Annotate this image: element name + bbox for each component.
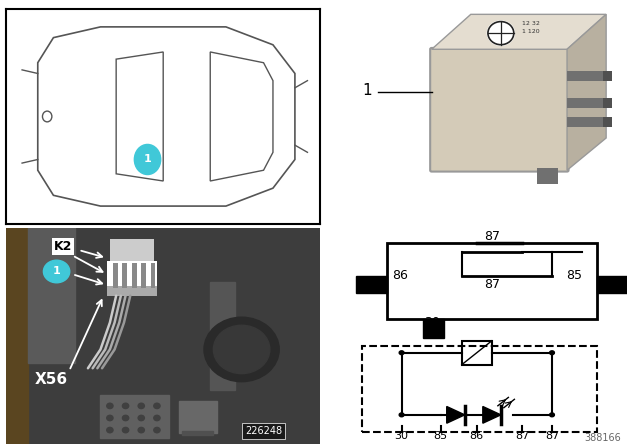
Text: 30: 30 [424, 316, 440, 329]
Bar [107, 261, 157, 288]
Polygon shape [483, 406, 501, 423]
Text: K2: K2 [54, 240, 72, 253]
Circle shape [487, 21, 515, 45]
Polygon shape [567, 14, 606, 170]
Circle shape [204, 317, 279, 382]
Bar [537, 168, 558, 184]
Bar [422, 319, 444, 338]
Text: 226248: 226248 [245, 426, 282, 436]
Bar [462, 341, 492, 365]
Circle shape [138, 403, 145, 409]
Circle shape [399, 351, 404, 355]
Text: 87: 87 [484, 230, 500, 243]
Circle shape [134, 144, 161, 175]
Bar [603, 98, 612, 108]
Bar [150, 263, 156, 288]
Circle shape [550, 413, 554, 417]
Bar [567, 117, 612, 127]
Bar [28, 228, 76, 363]
Bar [100, 395, 170, 438]
Text: 1 120: 1 120 [522, 29, 540, 34]
Polygon shape [432, 14, 606, 49]
Bar [603, 117, 612, 127]
Bar [356, 276, 387, 293]
Text: 87: 87 [484, 278, 500, 291]
Polygon shape [447, 406, 465, 423]
Text: 87: 87 [545, 431, 559, 441]
Bar [387, 243, 597, 319]
Text: 30: 30 [395, 431, 408, 441]
Bar [182, 431, 213, 435]
Bar [110, 239, 154, 261]
Circle shape [122, 427, 129, 433]
FancyBboxPatch shape [430, 48, 568, 172]
Bar [179, 401, 216, 433]
Bar [567, 98, 612, 108]
Text: 1: 1 [143, 155, 152, 164]
Circle shape [213, 325, 270, 374]
Circle shape [138, 415, 145, 421]
Bar [107, 286, 157, 296]
Circle shape [154, 403, 160, 409]
Text: 388166: 388166 [584, 433, 621, 443]
Bar [132, 263, 136, 288]
Circle shape [154, 415, 160, 421]
Circle shape [399, 413, 404, 417]
Circle shape [138, 427, 145, 433]
Text: 86: 86 [392, 269, 408, 282]
Text: 86: 86 [470, 431, 484, 441]
Bar [6, 228, 28, 444]
Circle shape [107, 415, 113, 421]
Bar [603, 71, 612, 81]
Text: 1: 1 [52, 267, 60, 276]
Bar [362, 345, 597, 431]
Circle shape [550, 351, 554, 355]
Bar [567, 71, 612, 81]
Bar [597, 276, 627, 293]
Circle shape [107, 403, 113, 409]
Text: 85: 85 [434, 431, 448, 441]
Bar [211, 282, 236, 390]
Text: 1: 1 [362, 83, 372, 98]
Text: 87: 87 [515, 431, 529, 441]
Text: X56: X56 [35, 372, 68, 388]
Circle shape [122, 415, 129, 421]
Bar [141, 263, 146, 288]
Text: 85: 85 [566, 269, 582, 282]
Circle shape [44, 260, 70, 283]
Bar [113, 263, 118, 288]
Text: 12 32: 12 32 [522, 21, 540, 26]
Bar [122, 263, 127, 288]
Circle shape [154, 427, 160, 433]
Circle shape [122, 403, 129, 409]
Circle shape [107, 427, 113, 433]
